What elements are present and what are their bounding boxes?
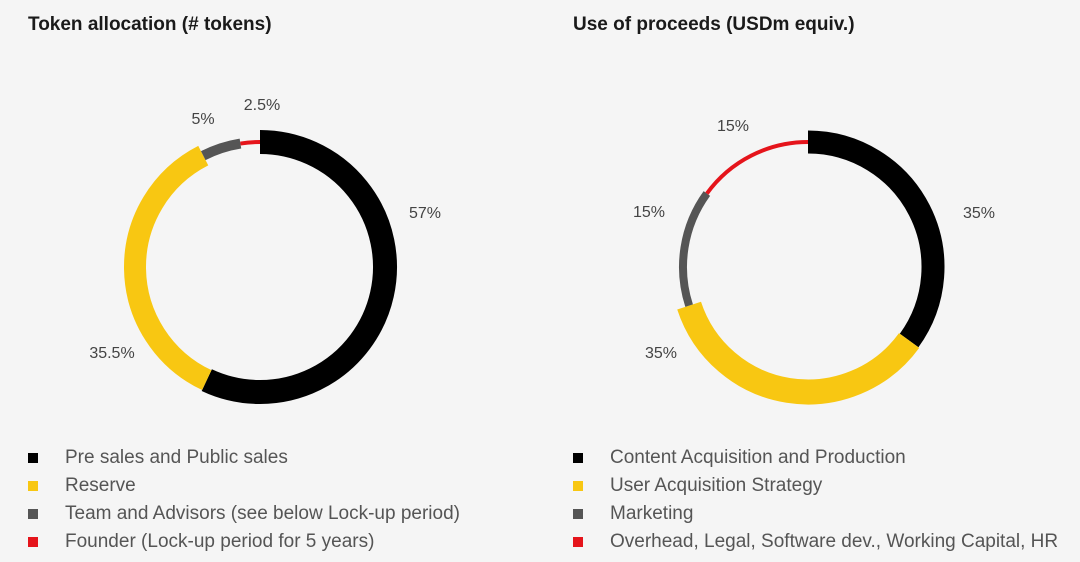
legend-item: User Acquisition Strategy [573, 472, 1058, 500]
donut-slice [705, 140, 809, 195]
legend-label: Overhead, Legal, Software dev., Working … [610, 531, 1059, 552]
slice-data-label: 35% [963, 205, 995, 222]
token-allocation-panel: Token allocation (# tokens) 57% 35.5% 5% 2.… [28, 14, 460, 556]
legend-item: Pre sales and Public sales [28, 444, 460, 472]
token-allocation-donut: 57% 35.5% 5% 2.5% [89, 97, 441, 404]
donut-slice [679, 191, 711, 307]
legend-item: Content Acquisition and Production [573, 444, 1058, 472]
legend-swatch [573, 509, 583, 519]
legend-label: User Acquisition Strategy [610, 475, 823, 496]
legend-swatch [573, 537, 583, 547]
legend-label: Reserve [65, 475, 136, 496]
legend: Pre sales and Public sales Reserve Team an… [28, 444, 460, 556]
legend-swatch [28, 481, 38, 491]
legend-item: Founder (Lock-up period for 5 years) [28, 528, 460, 556]
slice-data-label: 5% [191, 111, 214, 128]
donut-slice [240, 140, 261, 146]
legend-label: Content Acquisition and Production [610, 447, 906, 468]
slice-data-label: 15% [633, 204, 665, 221]
legend-swatch [28, 509, 38, 519]
donut-slice [201, 130, 397, 404]
slice-data-label: 2.5% [244, 97, 280, 114]
donut-slice [200, 138, 242, 161]
chart-title: Token allocation (# tokens) [28, 14, 272, 35]
slice-data-label: 35% [645, 345, 677, 362]
legend-label: Team and Advisors (see below Lock-up per… [65, 503, 460, 524]
donut-slice [807, 130, 945, 348]
legend-label: Founder (Lock-up period for 5 years) [65, 531, 375, 552]
use-of-proceeds-donut: 35% 35% 15% 15% [633, 118, 995, 405]
legend-item: Team and Advisors (see below Lock-up per… [28, 500, 460, 528]
legend-item: Marketing [573, 500, 1058, 528]
legend-swatch [573, 453, 583, 463]
chart-title: Use of proceeds (USDm equiv.) [573, 14, 855, 35]
use-of-proceeds-panel: Use of proceeds (USDm equiv.) 35% 35% 15% 1… [545, 0, 1080, 562]
donut-slice [124, 145, 212, 391]
legend-swatch [28, 453, 38, 463]
slice-data-label: 15% [717, 118, 749, 135]
slice-data-label: 35.5% [89, 345, 134, 362]
legend-item: Reserve [28, 472, 460, 500]
slice-data-label: 57% [409, 205, 441, 222]
donut-slice [677, 301, 920, 405]
legend-swatch [28, 537, 38, 547]
legend-swatch [573, 481, 583, 491]
legend-label: Pre sales and Public sales [65, 447, 288, 468]
legend-item: Overhead, Legal, Software dev., Working … [573, 528, 1058, 556]
legend-label: Marketing [610, 503, 694, 524]
legend: Content Acquisition and Production User A… [573, 444, 1058, 556]
